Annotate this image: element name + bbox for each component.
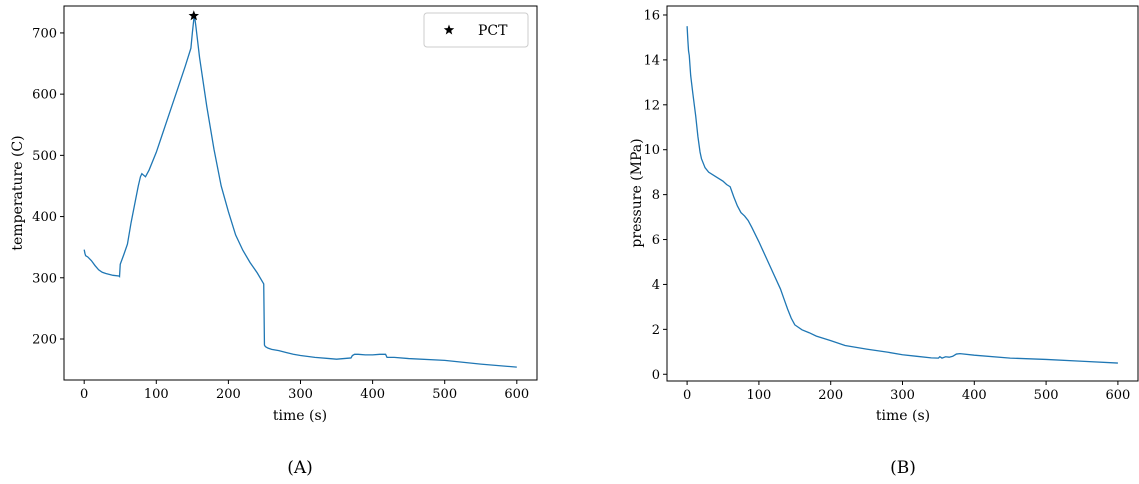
legend-a: PCT bbox=[423, 12, 529, 48]
y-tick-label: 700 bbox=[32, 26, 57, 41]
y-tick-label: 2 bbox=[652, 323, 660, 338]
x-axis-label-a: time (s) bbox=[273, 408, 327, 424]
y-tick-label: 400 bbox=[32, 210, 57, 225]
plot-area-a bbox=[63, 5, 538, 381]
x-tick-label: 600 bbox=[504, 387, 529, 402]
y-tick-label: 0 bbox=[652, 368, 660, 383]
y-axis-label-a: temperature (C) bbox=[10, 135, 26, 250]
y-tick-label: 300 bbox=[32, 271, 57, 286]
x-tick-label: 400 bbox=[962, 388, 987, 403]
y-axis-label-b: pressure (MPa) bbox=[629, 138, 645, 247]
pct-marker bbox=[188, 10, 200, 21]
x-ticks-b: 0 100 200 300 400 500 600 bbox=[683, 381, 1130, 403]
legend-label-pct: PCT bbox=[478, 23, 508, 39]
x-ticks-a: 0 100 200 300 400 500 600 bbox=[80, 380, 529, 402]
y-tick-label: 8 bbox=[652, 188, 660, 203]
y-tick-label: 4 bbox=[652, 278, 660, 293]
panel-b: 0 100 200 300 400 500 600 0 2 4 6 8 10 12 14 16 time (… bbox=[629, 5, 1139, 478]
y-tick-label: 10 bbox=[643, 143, 660, 158]
y-ticks-a: 200 300 400 500 600 700 bbox=[32, 26, 64, 347]
y-tick-label: 500 bbox=[32, 149, 57, 164]
x-tick-label: 100 bbox=[144, 387, 169, 402]
x-tick-label: 100 bbox=[746, 388, 771, 403]
x-tick-label: 500 bbox=[1034, 388, 1059, 403]
plot-area-b bbox=[666, 5, 1139, 382]
x-tick-label: 300 bbox=[890, 388, 915, 403]
y-tick-label: 16 bbox=[643, 8, 660, 23]
x-axis-label-b: time (s) bbox=[876, 408, 930, 424]
legend-box bbox=[423, 12, 529, 48]
panel-a: 0 100 200 300 400 500 600 200 300 400 500 600 700 P… bbox=[10, 5, 538, 478]
pct-star-icon bbox=[188, 10, 200, 21]
x-tick-label: 400 bbox=[360, 387, 385, 402]
legend-star-icon bbox=[443, 24, 455, 35]
temperature-line bbox=[83, 15, 517, 368]
y-tick-label: 12 bbox=[643, 98, 660, 113]
y-tick-label: 200 bbox=[32, 332, 57, 347]
caption-b: (B) bbox=[890, 458, 916, 478]
y-ticks-b: 0 2 4 6 8 10 12 14 16 bbox=[643, 8, 667, 383]
x-tick-label: 0 bbox=[683, 388, 691, 403]
caption-a: (A) bbox=[287, 458, 313, 478]
y-tick-label: 14 bbox=[643, 53, 660, 68]
x-tick-label: 500 bbox=[432, 387, 457, 402]
y-tick-label: 600 bbox=[32, 88, 57, 103]
x-tick-label: 200 bbox=[818, 388, 843, 403]
x-tick-label: 600 bbox=[1105, 388, 1130, 403]
x-tick-label: 300 bbox=[288, 387, 313, 402]
pressure-line bbox=[686, 26, 1118, 364]
x-tick-label: 200 bbox=[216, 387, 241, 402]
y-tick-label: 6 bbox=[652, 233, 660, 248]
x-tick-label: 0 bbox=[80, 387, 88, 402]
